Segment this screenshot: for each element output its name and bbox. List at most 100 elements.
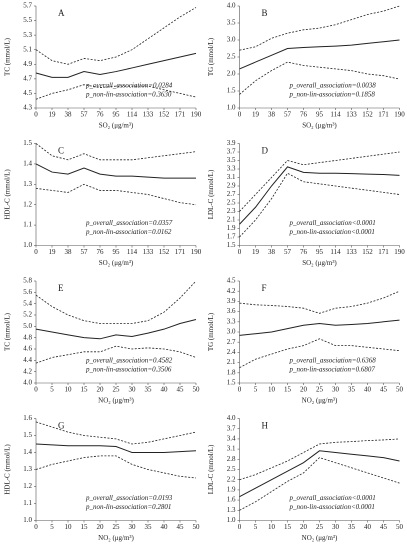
y-tick-label: 5.3: [23, 31, 32, 39]
x-axis-title: NO₂ (μg/m³): [98, 534, 134, 542]
x-tick-label: 19: [49, 111, 57, 119]
panel: 4.0 4.2 4.4 4.6 4.8 5.0 5.2 5.4 5.6 5.8 0 5 10 15 20 25…: [4, 277, 200, 405]
y-axis-title: LDL-C (mmol/L): [207, 169, 215, 219]
y-tick-label: 2.9: [227, 182, 236, 190]
x-tick-label: 20: [300, 523, 308, 531]
x-tick-label: 57: [284, 248, 292, 256]
x-tick-label: 10: [268, 386, 276, 394]
y-tick-label: 4.8: [23, 333, 32, 341]
x-tick-label: 35: [145, 523, 153, 531]
y-tick-label: 2.4: [227, 348, 236, 356]
panel-label: B: [262, 8, 268, 18]
x-tick-label: 152: [362, 111, 373, 119]
panel: 1.0 1.5 2.0 2.5 3.0 3.5 4.0 0 19 38 57 76 95 114 133 15…: [207, 2, 405, 130]
estimate-line: [239, 166, 400, 225]
x-axis-title: NO₂ (μg/m³): [98, 397, 134, 405]
x-tick-label: 0: [34, 248, 38, 256]
y-tick-label: 3.0: [227, 36, 236, 44]
ci-line: [239, 438, 400, 481]
y-tick-label: 2.1: [227, 216, 236, 224]
y-tick-label: 5.1: [23, 45, 32, 53]
x-tick-label: 25: [316, 386, 324, 394]
x-tick-label: 30: [129, 386, 137, 394]
x-tick-label: 10: [268, 523, 276, 531]
y-tick-label: 4.5: [23, 89, 32, 97]
y-tick-label: 1.3: [227, 506, 236, 514]
panel-label: A: [58, 8, 65, 18]
estimate-line: [35, 443, 197, 453]
y-tick-label: 1.5: [23, 431, 32, 439]
ci-line: [239, 338, 400, 369]
x-tick-label: 76: [300, 248, 308, 256]
y-tick-label: 3.4: [227, 435, 236, 443]
annotation: p_non-lin-association=0.2801: [85, 503, 171, 511]
y-axis-title: TC (mmol/L): [4, 312, 12, 351]
x-tick-label: 19: [49, 248, 57, 256]
x-tick-label: 0: [238, 111, 242, 119]
y-tick-label: 2.0: [227, 70, 236, 78]
x-tick-label: 5: [50, 523, 54, 531]
x-tick-label: 35: [348, 523, 356, 531]
x-tick-label: 0: [34, 111, 38, 119]
x-tick-label: 50: [396, 523, 404, 531]
y-tick-label: 1.3: [23, 180, 32, 188]
panel: 1.5 1.8 2.1 2.4 2.7 3.0 3.3 3.6 3.9 4.2 4.5 0 5 10 15 2…: [207, 277, 403, 405]
x-tick-label: 57: [81, 248, 89, 256]
x-axis-title: SO₂ (μg/m³): [302, 259, 337, 267]
x-tick-label: 133: [346, 248, 357, 256]
x-tick-label: 20: [97, 386, 105, 394]
ci-line: [35, 345, 197, 364]
ci-line: [239, 290, 400, 314]
annotation: p_non-lin-association<0.0001: [289, 503, 375, 511]
estimate-line: [239, 39, 400, 70]
y-axis-title: TG (mmol/L): [207, 312, 215, 351]
annotation: p_non-lin-association=0.6807: [289, 366, 376, 374]
y-tick-label: 5.5: [23, 16, 32, 24]
x-tick-label: 40: [161, 386, 169, 394]
x-tick-label: 50: [193, 523, 201, 531]
y-tick-label: 1.0: [23, 241, 32, 249]
ci-line: [239, 5, 400, 51]
annotation: p_overall_association=0.6368: [289, 357, 377, 365]
x-tick-label: 190: [394, 248, 405, 256]
x-tick-label: 0: [34, 386, 38, 394]
y-tick-label: 4.5: [227, 277, 236, 285]
annotation: p_overall_association=0.0357: [85, 219, 173, 227]
x-tick-label: 76: [97, 111, 105, 119]
x-tick-label: 25: [113, 386, 121, 394]
x-tick-label: 95: [113, 111, 121, 119]
x-tick-label: 171: [378, 111, 389, 119]
x-tick-label: 114: [330, 248, 341, 256]
y-tick-label: 3.0: [227, 328, 236, 336]
y-tick-label: 5.4: [23, 299, 32, 307]
y-tick-label: 1.5: [227, 379, 236, 387]
x-tick-label: 40: [364, 386, 372, 394]
panel-label: F: [262, 283, 267, 293]
y-tick-label: 2.3: [227, 207, 236, 215]
x-tick-label: 38: [268, 248, 276, 256]
panel-label: G: [58, 421, 65, 431]
y-tick-label: 1.1: [23, 221, 32, 229]
y-tick-label: 1.4: [23, 448, 32, 456]
annotation: p_overall_association=0.0284: [85, 82, 173, 90]
y-tick-label: 1.0: [227, 516, 236, 524]
y-tick-label: 1.8: [227, 368, 236, 376]
y-tick-label: 1.1: [23, 499, 32, 507]
x-tick-label: 19: [252, 111, 260, 119]
x-tick-label: 45: [177, 523, 185, 531]
ci-line: [35, 143, 197, 161]
annotation: p_non-lin-association=0.3506: [85, 366, 172, 374]
estimate-line: [239, 450, 400, 498]
estimate-line: [239, 319, 400, 336]
x-axis-title: SO₂ (μg/m³): [99, 122, 134, 130]
y-tick-label: 2.5: [227, 199, 236, 207]
x-tick-label: 10: [65, 386, 73, 394]
panel-label: E: [58, 283, 64, 293]
x-tick-label: 0: [34, 523, 38, 531]
x-tick-label: 133: [346, 111, 357, 119]
x-tick-label: 20: [300, 386, 308, 394]
annotation: p_non-lin-association=0.1858: [289, 91, 376, 99]
y-tick-label: 1.4: [23, 160, 32, 168]
x-tick-label: 35: [145, 386, 153, 394]
x-tick-label: 57: [81, 111, 89, 119]
